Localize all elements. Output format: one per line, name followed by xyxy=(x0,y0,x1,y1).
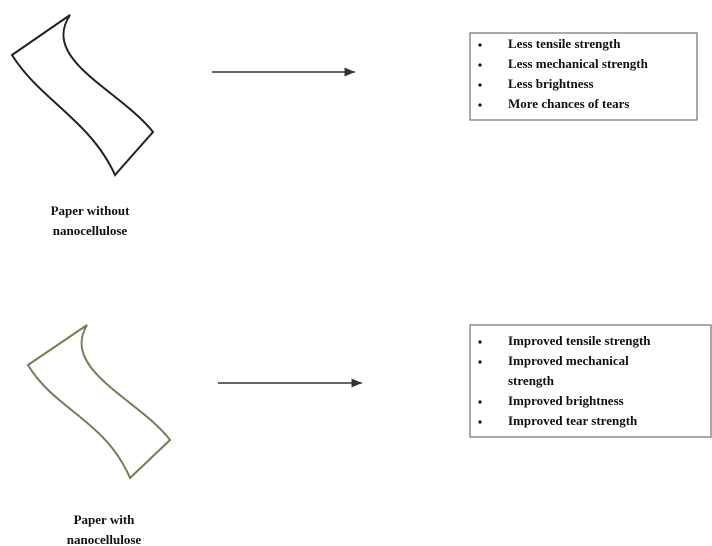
paper-label: Paper with xyxy=(74,512,136,527)
bullet xyxy=(478,340,481,343)
property-item: Improved brightness xyxy=(508,393,624,408)
property-item: Improved tear strength xyxy=(508,413,638,428)
property-item: More chances of tears xyxy=(508,96,629,111)
bullet xyxy=(478,360,481,363)
property-item: Less mechanical strength xyxy=(508,56,649,71)
property-item: Less brightness xyxy=(508,76,594,91)
bullet xyxy=(478,63,481,66)
bullet xyxy=(478,103,481,106)
bullet xyxy=(478,43,481,46)
page: Paper without nanocellulose Less tensile s… xyxy=(0,0,712,546)
diagram: Paper without nanocellulose Less tensile s… xyxy=(0,0,712,546)
property-item: Less tensile strength xyxy=(508,36,621,51)
paper-nanocellulose xyxy=(28,325,170,478)
paper-label: nanocellulose xyxy=(67,532,142,546)
bullet xyxy=(478,420,481,423)
paper-label: nanocellulose xyxy=(53,223,128,238)
property-item: Improved tensile strength xyxy=(508,333,651,348)
bullet xyxy=(478,83,481,86)
paper-label: Paper without xyxy=(51,203,131,218)
paper-plain xyxy=(12,15,153,175)
property-item: strength xyxy=(508,373,555,388)
property-item: Improved mechanical xyxy=(508,353,629,368)
bullet xyxy=(478,400,481,403)
